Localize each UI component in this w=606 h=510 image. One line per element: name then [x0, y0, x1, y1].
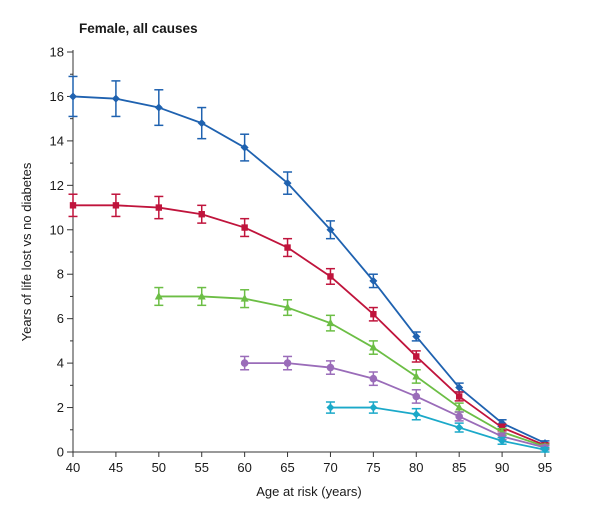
series-purple-point — [326, 363, 335, 372]
y-tick-label: 18 — [50, 45, 64, 60]
x-tick-label: 85 — [452, 460, 466, 475]
series-red-point — [370, 311, 377, 318]
series-red-point — [69, 202, 77, 209]
series-group — [68, 75, 550, 454]
series-purple-point — [498, 432, 506, 441]
series-green-point — [154, 291, 163, 300]
x-tick-label: 70 — [323, 460, 337, 475]
series-blue-point — [369, 276, 378, 285]
chart-title: Female, all causes — [79, 21, 198, 36]
x-tick-label: 75 — [366, 460, 380, 475]
series-red-point — [241, 224, 248, 231]
y-tick-label: 8 — [57, 267, 64, 282]
x-tick-label: 45 — [109, 460, 123, 475]
x-tick-label: 95 — [538, 460, 552, 475]
y-tick-label: 6 — [57, 311, 64, 326]
y-tick-label: 10 — [50, 222, 64, 237]
y-tick-label: 14 — [50, 133, 64, 148]
series-red-point — [112, 202, 120, 209]
series-cyan-point — [498, 436, 507, 445]
series-red-point — [455, 393, 463, 400]
x-tick-label: 55 — [194, 460, 208, 475]
series-cyan-point — [369, 403, 378, 412]
series-purple-point — [283, 359, 292, 367]
series-cyan-point — [412, 410, 421, 419]
x-tick-label: 80 — [409, 460, 423, 475]
series-blue-point — [197, 119, 206, 128]
y-tick-label: 0 — [57, 445, 64, 460]
series-purple-point — [455, 412, 463, 421]
series-green-line — [158, 295, 546, 448]
series-green-point — [369, 343, 378, 351]
series-red-point — [198, 211, 205, 218]
series-green-point — [283, 303, 292, 311]
x-tick-label: 65 — [280, 460, 294, 475]
series-blue-line — [72, 95, 546, 444]
y-tick-label: 4 — [57, 356, 64, 371]
series-purple-point — [369, 374, 378, 383]
series-green-point — [240, 294, 249, 302]
y-axis-title: Years of life lost vs no diabetes — [19, 162, 34, 341]
y-tick-label: 12 — [50, 178, 64, 193]
series-green-point — [412, 371, 421, 380]
series-cyan-line — [330, 406, 546, 451]
series-cyan-point — [326, 403, 335, 412]
series-purple-line — [244, 362, 546, 449]
series-cyan-point — [541, 445, 549, 454]
series-red-point — [155, 204, 163, 211]
series-green-point — [326, 318, 335, 327]
x-axis-title: Age at risk (years) — [256, 484, 361, 499]
axes: 0 2 4 6 8 10 12 14 16 18 40 45 50 55 60 65 70 75 80 85 90 95 — [50, 45, 553, 476]
series-red-point — [413, 353, 420, 360]
series-blue-point — [455, 383, 464, 392]
series-blue-point — [412, 332, 421, 341]
series-blue-point — [69, 92, 77, 101]
series-green-point — [197, 291, 206, 300]
series-purple-point — [412, 392, 421, 401]
x-tick-label: 40 — [66, 460, 80, 475]
series-blue-point — [240, 143, 249, 152]
y-tick-label: 16 — [50, 89, 64, 104]
x-tick-label: 60 — [237, 460, 251, 475]
series-cyan-point — [455, 423, 464, 432]
series-blue-point — [111, 94, 120, 103]
series-red-point — [284, 244, 291, 251]
series-blue-point — [283, 179, 292, 188]
series-red-point — [327, 273, 334, 280]
series-green-point — [455, 403, 464, 411]
x-tick-label: 90 — [495, 460, 509, 475]
x-tick-label: 50 — [152, 460, 166, 475]
series-red-line — [73, 204, 546, 447]
series-blue-point — [154, 103, 163, 112]
series-purple-point — [240, 359, 249, 367]
y-tick-label: 2 — [57, 400, 64, 415]
series-blue-point — [326, 225, 335, 234]
